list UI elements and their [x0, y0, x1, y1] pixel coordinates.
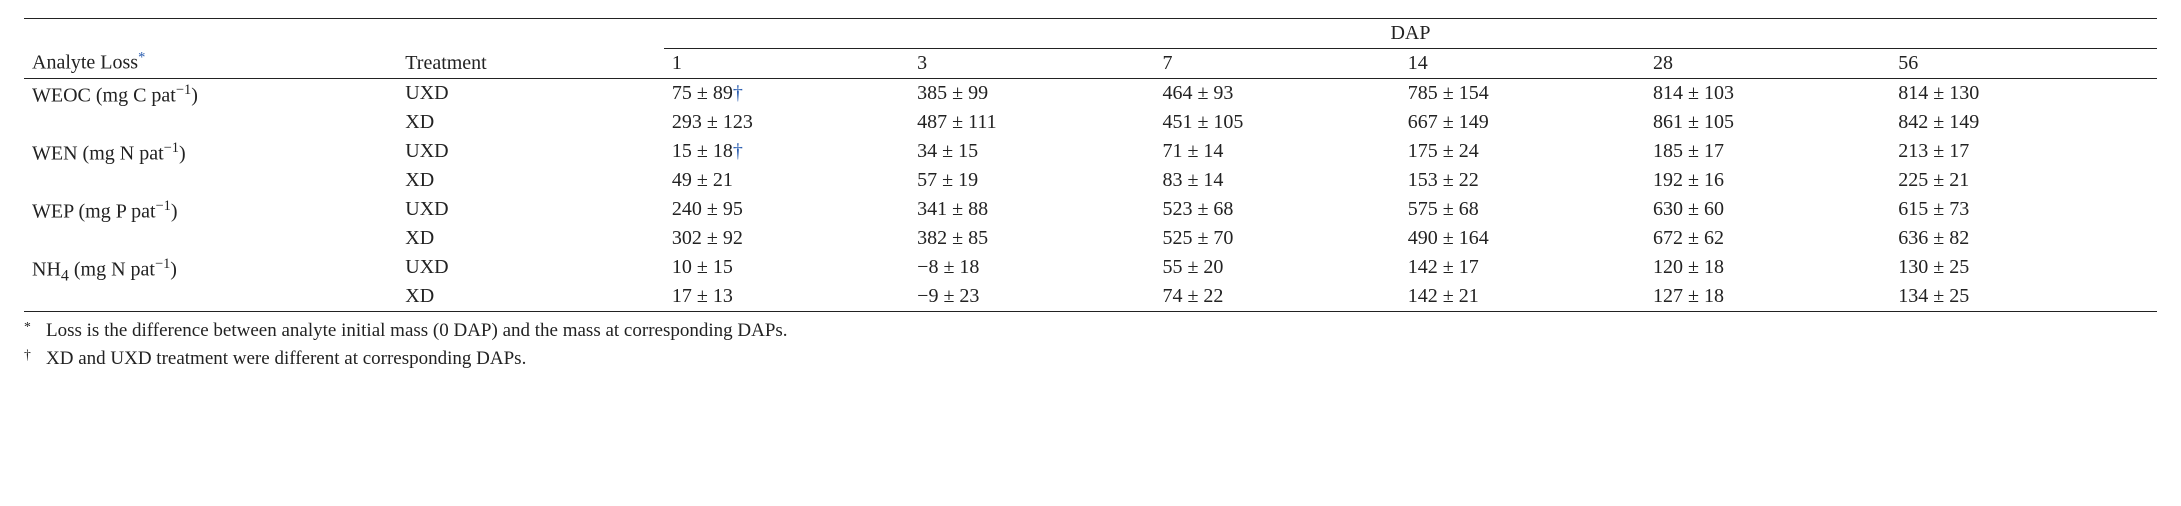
value-cell: 523 ± 68	[1154, 195, 1399, 224]
footnote-star-ref[interactable]: *	[138, 52, 145, 74]
value-cell: 636 ± 82	[1890, 224, 2157, 253]
col-header-dap-14: 14	[1400, 49, 1645, 79]
table-row: WEP (mg P pat−1)UXD240 ± 95341 ± 88523 ±…	[24, 195, 2157, 224]
value-cell: 15 ± 18†	[664, 137, 909, 166]
value-cell: 71 ± 14	[1154, 137, 1399, 166]
value-cell: 667 ± 149	[1400, 108, 1645, 137]
footnotes-block: * Loss is the difference between analyte…	[24, 318, 2157, 374]
col-header-dap-28: 28	[1645, 49, 1890, 79]
value-cell: 842 ± 149	[1890, 108, 2157, 137]
value-cell: 49 ± 21	[664, 166, 909, 195]
value-cell: 451 ± 105	[1154, 108, 1399, 137]
table-row: NH4 (mg N pat−1)UXD10 ± 15−8 ± 1855 ± 20…	[24, 253, 2157, 282]
value-cell: 814 ± 103	[1645, 79, 1890, 109]
treatment-cell: UXD	[397, 195, 664, 224]
value-cell: 120 ± 18	[1645, 253, 1890, 282]
footnote-star-text: Loss is the difference between analyte i…	[46, 318, 788, 346]
value-cell: 382 ± 85	[909, 224, 1154, 253]
analyte-label: WEN (mg N pat−1)	[24, 137, 397, 195]
value-cell: 34 ± 15	[909, 137, 1154, 166]
footnote-dagger-ref[interactable]: †	[733, 140, 743, 162]
footnote-dagger-ref[interactable]: †	[733, 82, 743, 104]
value-cell: 83 ± 14	[1154, 166, 1399, 195]
col-header-dap-group: DAP	[664, 19, 2157, 49]
value-cell: 615 ± 73	[1890, 195, 2157, 224]
value-cell: 142 ± 17	[1400, 253, 1645, 282]
treatment-cell: UXD	[397, 137, 664, 166]
value-cell: 75 ± 89†	[664, 79, 909, 109]
value-cell: −8 ± 18	[909, 253, 1154, 282]
col-header-dap-1: 1	[664, 49, 909, 79]
footnote-dagger: † XD and UXD treatment were different at…	[24, 346, 2157, 374]
value-cell: 814 ± 130	[1890, 79, 2157, 109]
treatment-cell: XD	[397, 108, 664, 137]
value-cell: 225 ± 21	[1890, 166, 2157, 195]
value-cell: 630 ± 60	[1645, 195, 1890, 224]
value-cell: 861 ± 105	[1645, 108, 1890, 137]
analyte-label: WEOC (mg C pat−1)	[24, 79, 397, 138]
value-cell: 525 ± 70	[1154, 224, 1399, 253]
analyte-label: WEP (mg P pat−1)	[24, 195, 397, 253]
value-cell: 55 ± 20	[1154, 253, 1399, 282]
treatment-cell: XD	[397, 166, 664, 195]
treatment-cell: XD	[397, 224, 664, 253]
col-header-dap-3: 3	[909, 49, 1154, 79]
footnote-dagger-text: XD and UXD treatment were different at c…	[46, 346, 526, 374]
value-cell: 672 ± 62	[1645, 224, 1890, 253]
col-header-dap-7: 7	[1154, 49, 1399, 79]
col-header-analyte: Analyte Loss*	[24, 19, 397, 79]
treatment-cell: UXD	[397, 79, 664, 109]
value-cell: 130 ± 25	[1890, 253, 2157, 282]
value-cell: 153 ± 22	[1400, 166, 1645, 195]
table-row: WEN (mg N pat−1)UXD15 ± 18†34 ± 1571 ± 1…	[24, 137, 2157, 166]
value-cell: 385 ± 99	[909, 79, 1154, 109]
value-cell: 490 ± 164	[1400, 224, 1645, 253]
value-cell: 240 ± 95	[664, 195, 909, 224]
value-cell: 302 ± 92	[664, 224, 909, 253]
value-cell: −9 ± 23	[909, 282, 1154, 312]
value-cell: 213 ± 17	[1890, 137, 2157, 166]
value-cell: 134 ± 25	[1890, 282, 2157, 312]
value-cell: 185 ± 17	[1645, 137, 1890, 166]
analyte-header-text: Analyte Loss	[32, 52, 138, 74]
value-cell: 192 ± 16	[1645, 166, 1890, 195]
col-header-treatment: Treatment	[397, 19, 664, 79]
value-cell: 17 ± 13	[664, 282, 909, 312]
value-cell: 57 ± 19	[909, 166, 1154, 195]
value-cell: 785 ± 154	[1400, 79, 1645, 109]
value-cell: 575 ± 68	[1400, 195, 1645, 224]
treatment-cell: XD	[397, 282, 664, 312]
value-cell: 10 ± 15	[664, 253, 909, 282]
analyte-label: NH4 (mg N pat−1)	[24, 253, 397, 312]
value-cell: 142 ± 21	[1400, 282, 1645, 312]
analyte-loss-table: Analyte Loss* Treatment DAP 137142856 WE…	[24, 18, 2157, 312]
treatment-cell: UXD	[397, 253, 664, 282]
value-cell: 74 ± 22	[1154, 282, 1399, 312]
value-cell: 293 ± 123	[664, 108, 909, 137]
value-cell: 127 ± 18	[1645, 282, 1890, 312]
col-header-dap-56: 56	[1890, 49, 2157, 79]
value-cell: 175 ± 24	[1400, 137, 1645, 166]
footnote-star: * Loss is the difference between analyte…	[24, 318, 2157, 346]
table-row: WEOC (mg C pat−1)UXD75 ± 89†385 ± 99464 …	[24, 79, 2157, 109]
value-cell: 341 ± 88	[909, 195, 1154, 224]
value-cell: 464 ± 93	[1154, 79, 1399, 109]
value-cell: 487 ± 111	[909, 108, 1154, 137]
